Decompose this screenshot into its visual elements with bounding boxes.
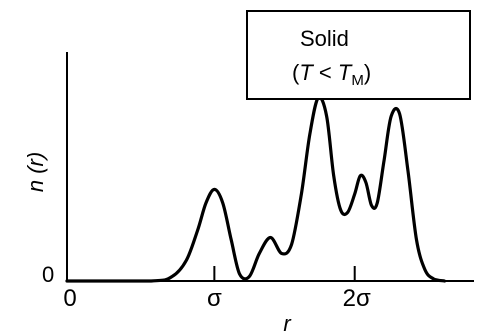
y-origin-label: 0 bbox=[42, 262, 54, 287]
x-axis-label: r bbox=[283, 311, 292, 336]
x-tick-label-sigma: σ bbox=[207, 285, 222, 312]
annotation-box bbox=[246, 10, 471, 100]
x-origin-label: 0 bbox=[63, 285, 76, 312]
y-axis-label: n (r) bbox=[23, 152, 48, 192]
annotation-line1: Solid bbox=[300, 26, 349, 51]
series-line bbox=[65, 95, 447, 283]
annotation-line2: (T < TM) bbox=[292, 60, 371, 89]
x-tick-label-2sigma: 2σ bbox=[343, 285, 371, 312]
